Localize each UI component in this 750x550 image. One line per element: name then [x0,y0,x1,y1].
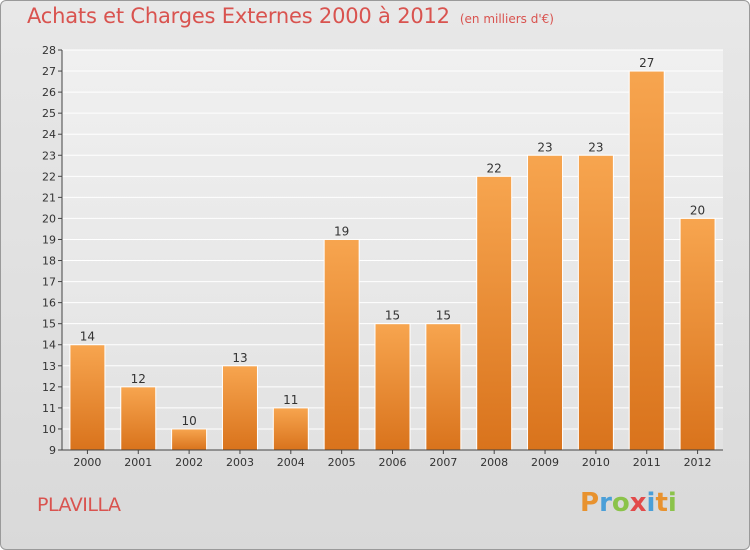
y-tick-label: 12 [42,381,56,394]
bar [171,428,208,451]
y-tick-label: 16 [42,297,56,310]
x-tick-label: 2005 [328,456,356,469]
bar [679,217,716,451]
bar [323,238,360,451]
chart-title: Achats et Charges Externes 2000 à 2012 [27,4,450,28]
bar-value-label: 13 [232,351,247,365]
x-tick-label: 2011 [633,456,661,469]
bar-value-label: 11 [283,393,298,407]
bar-value-label: 22 [487,161,502,175]
bar-value-label: 14 [80,330,95,344]
y-tick-label: 13 [42,360,56,373]
x-tick-label: 2007 [429,456,457,469]
y-tick-label: 24 [42,128,56,141]
bar [272,407,309,451]
x-tick-label: 2002 [175,456,203,469]
y-tick-label: 15 [42,318,56,331]
y-tick-label: 20 [42,212,56,225]
x-tick-label: 2008 [480,456,508,469]
y-tick-label: 19 [42,233,56,246]
x-tick-label: 2004 [277,456,305,469]
y-tick-label: 14 [42,339,56,352]
axis-layer: 9 10 11 12 13 14 15 16 17 18 19 20 21 22 23 24 25 26 27 28 2… [42,44,723,469]
bar [425,323,462,451]
bar [374,323,411,451]
logo-letter: i [667,488,677,518]
y-tick-label: 17 [42,276,56,289]
bar [221,365,258,451]
bar [527,154,564,451]
bar-value-label: 23 [588,140,603,154]
y-tick-label: 27 [42,65,56,78]
x-tick-label: 2012 [684,456,712,469]
bar-value-label: 20 [690,203,705,217]
y-tick-label: 10 [42,423,56,436]
bar-value-label: 10 [181,414,196,428]
bar [476,175,513,451]
bar-layer: 14 12 10 13 11 19 15 15 22 23 23 27 20 [69,56,716,451]
y-tick-label: 9 [49,444,56,457]
logo-letter: i [646,488,656,518]
bar-value-label: 15 [385,309,400,323]
x-tick-label: 2001 [124,456,152,469]
x-tick-label: 2000 [73,456,101,469]
x-tick-label: 2009 [531,456,559,469]
y-tick-label: 11 [42,402,56,415]
y-tick-label: 25 [42,107,56,120]
proxiti-logo: Proxiti [580,488,677,518]
bar-value-label: 12 [131,372,146,386]
bar [69,344,106,451]
y-tick-label: 23 [42,149,56,162]
logo-letter: t [655,488,668,518]
y-tick-label: 21 [42,191,56,204]
bar-value-label: 23 [537,140,552,154]
bar-value-label: 27 [639,56,654,70]
logo-letter: P [580,488,600,518]
bar-value-label: 19 [334,224,349,238]
bar [577,154,614,451]
x-tick-label: 2010 [582,456,610,469]
bar [120,386,157,451]
logo-letter: r [599,488,612,518]
y-tick-label: 28 [42,44,56,57]
y-tick-label: 18 [42,255,56,268]
commune-name: PLAVILLA [37,494,121,516]
bar-value-label: 15 [436,309,451,323]
y-tick-label: 22 [42,170,56,183]
chart-subtitle: (en milliers d'€) [459,12,554,26]
logo-letter: x [629,488,647,518]
title-row: Achats et Charges Externes 2000 à 2012 (e… [27,4,554,28]
bar [628,70,665,451]
x-tick-label: 2003 [226,456,254,469]
logo-letter: o [611,488,630,518]
y-tick-label: 26 [42,86,56,99]
x-tick-label: 2006 [379,456,407,469]
